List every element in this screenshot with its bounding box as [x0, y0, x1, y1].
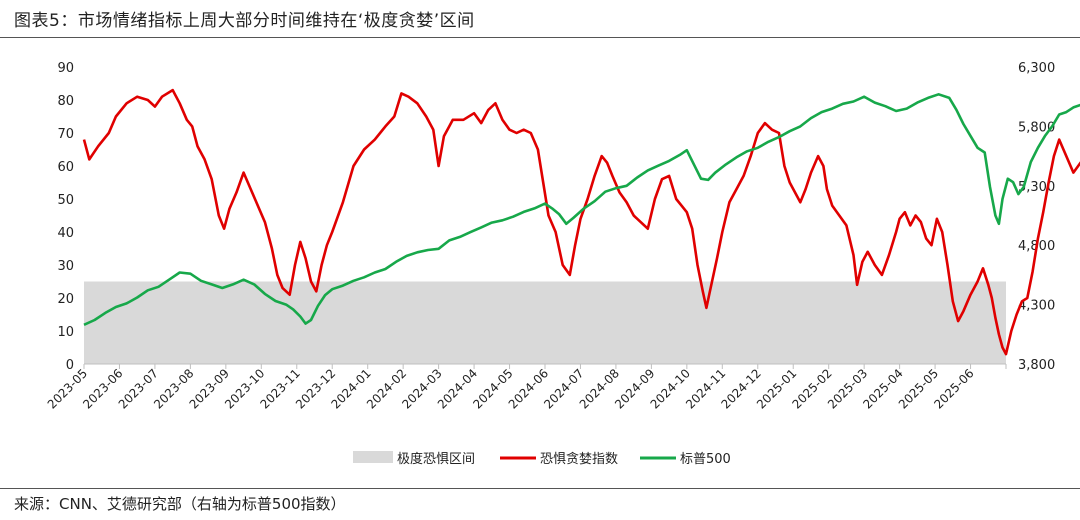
extreme-fear-zone [84, 281, 1006, 364]
y-left-tick-label: 90 [57, 61, 74, 76]
fear-greed-series-line [82, 88, 1080, 356]
y-left-tick-label: 40 [57, 226, 74, 241]
y-left-tick-label: 60 [57, 160, 74, 175]
y-right-tick-label: 5,800 [1018, 120, 1055, 135]
y-left-tick-label: 0 [66, 358, 74, 373]
title-rule [0, 37, 1080, 38]
sp500-series-line [83, 93, 1080, 326]
legend-label-fear-greed: 恐惧贪婪指数 [540, 451, 618, 467]
y-left-tick-label: 50 [57, 193, 74, 208]
legend-swatch-zone [353, 451, 393, 463]
legend-label-zone: 极度恐惧区间 [397, 451, 475, 467]
y-right-tick-label: 6,300 [1018, 61, 1055, 76]
chart-title: 图表5：市场情绪指标上周大部分时间维持在‘极度贪婪’区间 [14, 11, 475, 31]
y-left-tick-label: 80 [57, 94, 74, 109]
source-note: 来源：CNN、艾德研究部（右轴为标普500指数） [14, 495, 346, 513]
y-left-tick-label: 30 [57, 259, 74, 274]
y-right-tick-label: 3,800 [1018, 358, 1055, 373]
y-left-tick-label: 10 [57, 325, 74, 340]
chart: 01020304050607080903,8004,3004,8005,3005… [45, 61, 1080, 467]
source-rule [0, 488, 1080, 489]
legend-label-sp500: 标普500 [680, 452, 731, 467]
y-left-tick-label: 70 [57, 127, 74, 142]
y-left-tick-label: 20 [57, 292, 74, 307]
y-right-tick-label: 4,300 [1018, 299, 1055, 314]
x-tick-label: 2025-06 [931, 366, 976, 411]
